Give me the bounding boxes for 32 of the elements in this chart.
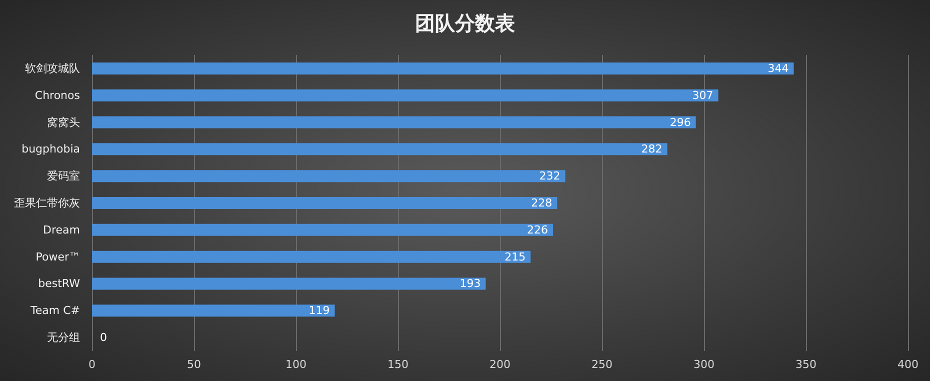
x-tick-label: 50 <box>187 358 201 371</box>
data-label: 232 <box>539 170 560 183</box>
data-label: 226 <box>527 223 548 236</box>
y-tick-label: Team C# <box>30 304 80 318</box>
y-tick-label: 窝窝头 <box>47 116 80 129</box>
x-tick-label: 250 <box>592 358 612 371</box>
x-tick-label: 200 <box>490 358 510 371</box>
data-label: 307 <box>692 88 714 102</box>
y-tick-label: 软剑攻城队 <box>25 62 80 75</box>
x-tick-label: 300 <box>694 358 714 371</box>
x-tick-label: 0 <box>88 358 96 371</box>
y-tick-label: Power™ <box>36 250 80 264</box>
x-tick-label: 100 <box>286 358 306 371</box>
data-label: 193 <box>460 277 481 290</box>
y-tick-label: 歪果仁带你灰 <box>14 196 80 210</box>
x-tick-label: 350 <box>796 358 816 371</box>
data-label: 344 <box>768 62 789 75</box>
y-tick-label: Dream <box>43 223 80 236</box>
y-tick-label: 爱码室 <box>47 170 80 183</box>
data-label: 0 <box>100 331 107 344</box>
x-tick-label: 150 <box>388 358 408 371</box>
data-label: 282 <box>641 142 662 156</box>
y-tick-label: bugphobia <box>22 142 80 156</box>
data-label: 296 <box>670 116 691 129</box>
x-tick-label: 400 <box>898 358 918 371</box>
y-tick-label: Chronos <box>34 88 80 102</box>
data-label: 215 <box>504 250 526 264</box>
y-tick-label: bestRW <box>38 277 80 290</box>
data-label: 119 <box>308 304 330 318</box>
data-label: 228 <box>531 196 552 210</box>
chart-title: 团队分数表 <box>415 11 515 35</box>
y-tick-label: 无分组 <box>47 331 80 344</box>
